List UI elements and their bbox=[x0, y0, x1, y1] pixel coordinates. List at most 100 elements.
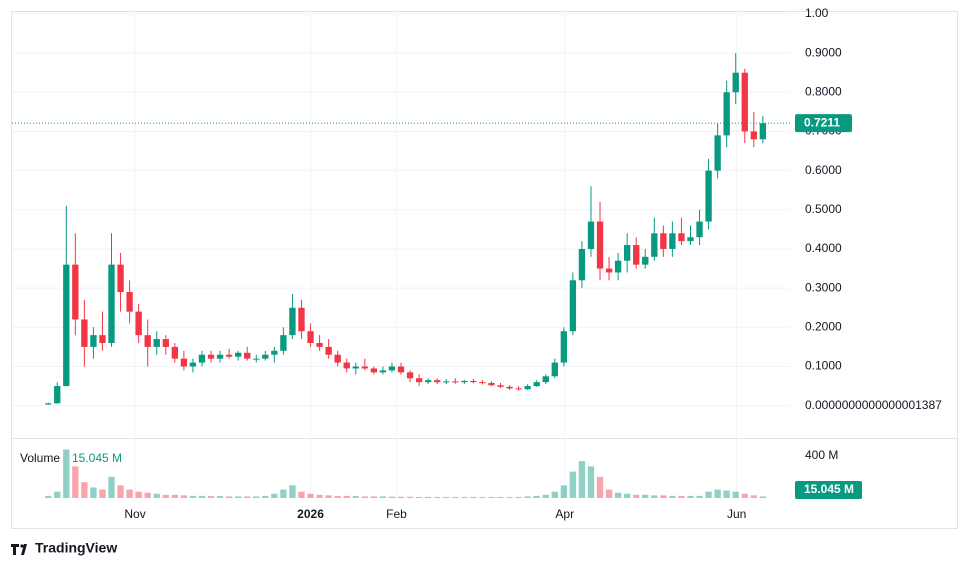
candle-body bbox=[352, 366, 359, 369]
candle-body bbox=[452, 381, 459, 383]
volume-last-tag bbox=[795, 481, 862, 499]
last-price-label: 0.7211 bbox=[804, 115, 840, 129]
candle-body bbox=[244, 352, 251, 359]
volume-bar bbox=[72, 466, 79, 498]
volume-bar bbox=[63, 449, 70, 498]
volume-bar bbox=[298, 491, 305, 498]
candle-body bbox=[614, 260, 622, 273]
y-tick-label: 0.1000 bbox=[805, 359, 842, 373]
volume-bar bbox=[605, 489, 613, 498]
candle-body bbox=[126, 292, 133, 312]
candle-body bbox=[687, 237, 694, 242]
volume-bar bbox=[750, 495, 757, 498]
volume-bar bbox=[705, 491, 712, 498]
volume-bar bbox=[81, 482, 88, 498]
candle-body bbox=[388, 366, 396, 371]
candle-body bbox=[334, 354, 341, 363]
volume-bar bbox=[379, 496, 387, 498]
candle-body bbox=[515, 388, 522, 390]
y-tick-label: 0.2000 bbox=[805, 319, 842, 333]
candle-body bbox=[705, 170, 712, 222]
volume-bar bbox=[153, 493, 160, 498]
volume-bar bbox=[687, 495, 694, 498]
candle-body bbox=[307, 331, 314, 343]
volume-bar bbox=[542, 494, 549, 498]
candle-body bbox=[216, 354, 224, 359]
volume-bar bbox=[108, 476, 115, 498]
volume-bar bbox=[533, 495, 540, 498]
candle-body bbox=[696, 221, 703, 238]
candle-body bbox=[651, 233, 658, 257]
candle-body bbox=[406, 372, 414, 379]
x-tick-label: Apr bbox=[555, 507, 574, 521]
chart-frame bbox=[11, 11, 958, 529]
volume-bar bbox=[325, 495, 332, 498]
volume-bar bbox=[262, 495, 269, 498]
candle-body bbox=[660, 233, 667, 249]
candle-body bbox=[234, 352, 242, 357]
candle-body bbox=[732, 72, 739, 93]
candle-body bbox=[560, 331, 568, 363]
candle-body bbox=[361, 366, 368, 369]
logo-icon bbox=[11, 544, 27, 555]
volume-bar bbox=[54, 491, 61, 498]
candle-body bbox=[108, 264, 115, 343]
volume-bar bbox=[189, 495, 197, 498]
logo-dot bbox=[20, 544, 24, 548]
candle-body bbox=[289, 307, 296, 336]
candle-body bbox=[189, 362, 197, 367]
volume-bar bbox=[316, 494, 323, 498]
candle-body bbox=[171, 346, 179, 359]
volume-bar bbox=[651, 495, 658, 498]
volume-bar bbox=[623, 493, 631, 498]
volume-bar bbox=[198, 495, 206, 498]
volume-bar bbox=[723, 490, 730, 498]
candle-body bbox=[162, 339, 169, 347]
x-tick-label: Feb bbox=[386, 507, 407, 521]
candle-body bbox=[497, 385, 504, 387]
volume-bar bbox=[216, 496, 224, 498]
candle-body bbox=[63, 264, 70, 387]
volume-bar bbox=[289, 485, 296, 498]
brand: TradingView bbox=[35, 540, 117, 556]
volume-bar bbox=[171, 494, 179, 498]
volume-title: Volume bbox=[20, 451, 60, 465]
candle-body bbox=[633, 245, 640, 265]
y-tick-label: 0.6000 bbox=[805, 163, 842, 177]
candle-body bbox=[180, 358, 188, 367]
volume-bar bbox=[424, 496, 432, 498]
volume-bar bbox=[117, 485, 124, 498]
volume-bar bbox=[614, 492, 622, 498]
candle-body bbox=[750, 131, 757, 140]
logo: TradingView bbox=[11, 540, 117, 556]
candle-body bbox=[81, 319, 88, 347]
candle-body bbox=[642, 256, 649, 265]
volume-bar bbox=[397, 496, 405, 498]
candle-body bbox=[343, 362, 350, 369]
candle-body bbox=[569, 280, 577, 332]
candle-body bbox=[759, 123, 767, 140]
candle-body bbox=[90, 335, 97, 347]
volume-bar bbox=[714, 489, 721, 498]
candle-body bbox=[506, 386, 513, 389]
candle-body bbox=[723, 92, 730, 136]
volume-bar bbox=[732, 491, 739, 498]
candle-body bbox=[415, 378, 423, 383]
volume-bar bbox=[207, 496, 215, 498]
candle-body bbox=[397, 366, 405, 373]
volume-bar bbox=[506, 496, 513, 498]
volume-bar bbox=[642, 494, 649, 498]
candle-body bbox=[669, 233, 676, 249]
volume-bar bbox=[452, 496, 459, 498]
volume-bar bbox=[135, 491, 142, 498]
volume-bar bbox=[479, 496, 486, 498]
candle-body bbox=[678, 233, 685, 242]
volume-bar bbox=[470, 496, 477, 498]
candle-body bbox=[207, 354, 215, 359]
candle-body bbox=[316, 342, 323, 347]
candle-body bbox=[45, 403, 52, 405]
candle-body bbox=[434, 380, 441, 383]
volume-bar bbox=[244, 496, 251, 498]
y-tick-label: 0.4000 bbox=[805, 241, 842, 255]
